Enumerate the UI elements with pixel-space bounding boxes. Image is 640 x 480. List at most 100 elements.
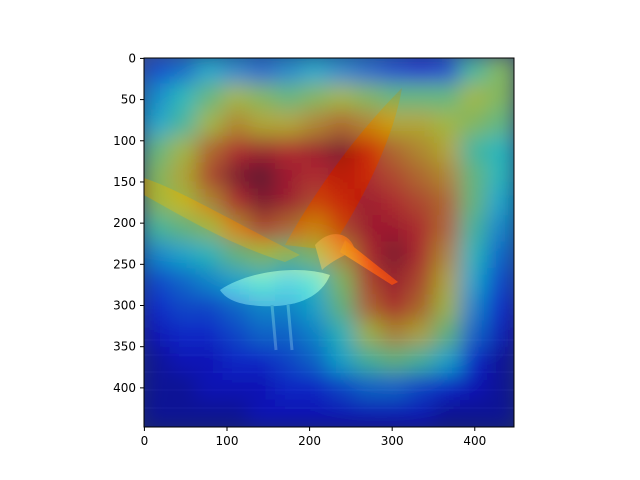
heatmap-cell	[380, 83, 410, 112]
heatmap-cell	[328, 188, 357, 218]
heatmap-cell	[460, 399, 489, 427]
heatmap-cell	[144, 83, 172, 112]
heatmap-cell	[433, 399, 463, 427]
heatmap-cell	[275, 136, 304, 165]
heatmap-cell	[169, 346, 198, 376]
heatmap-cell	[328, 399, 357, 427]
heatmap-cell	[328, 320, 357, 349]
heatmap-cell	[144, 346, 172, 376]
heatmap-cell	[195, 215, 225, 244]
heatmap-cell	[144, 294, 172, 323]
heatmap-cell	[460, 83, 489, 112]
y-tick-label: 300	[113, 299, 136, 313]
heatmap-cell	[407, 294, 436, 323]
y-axis: 0 50 100 150 200 250 300 350 400	[113, 51, 144, 395]
heatmap-cell	[144, 399, 172, 427]
heatmap-cell	[248, 267, 278, 297]
heatmap-cell	[407, 267, 436, 297]
heatmap-cell	[486, 83, 514, 112]
heatmap-cell	[354, 294, 383, 323]
heatmap-cell	[407, 373, 436, 402]
heatmap-cell	[275, 109, 304, 139]
heatmap-cell	[380, 215, 410, 244]
heatmap-cell	[195, 346, 225, 376]
heatmap-cell	[169, 162, 198, 191]
x-tick-label: 300	[381, 434, 404, 448]
heatmap-cell	[328, 294, 357, 323]
heatmap-cell	[275, 294, 304, 323]
heatmap-cell	[169, 241, 198, 270]
heatmap-cell	[169, 188, 198, 218]
heatmap-cell	[328, 215, 357, 244]
heatmap-cell	[195, 58, 225, 86]
heatmap-cell	[248, 136, 278, 165]
heatmap-cell	[486, 58, 514, 86]
heatmap-cell	[328, 241, 357, 270]
heatmap-cell	[354, 83, 383, 112]
heatmap-cell	[486, 294, 514, 323]
heatmap-cell	[486, 267, 514, 297]
heatmap-cell	[248, 320, 278, 349]
heatmap-cell	[275, 188, 304, 218]
heatmap-cell	[460, 241, 489, 270]
heatmap-cell	[144, 373, 172, 402]
heatmap-cell	[301, 109, 330, 139]
heatmap-cell	[222, 215, 251, 244]
heatmap-cell	[195, 399, 225, 427]
heatmap-cell	[248, 215, 278, 244]
heatmap-cell	[380, 162, 410, 191]
heatmap-cell	[486, 188, 514, 218]
heatmap-cell	[380, 58, 410, 86]
heatmap-cell	[407, 320, 436, 349]
heatmap-cell	[301, 188, 330, 218]
heatmap-cell	[486, 162, 514, 191]
heatmap-cell	[460, 320, 489, 349]
y-tick-label: 400	[113, 381, 136, 395]
heatmap-cell	[433, 58, 463, 86]
heatmap-cell	[486, 373, 514, 402]
x-tick-label: 100	[216, 434, 239, 448]
heatmap-cell	[486, 136, 514, 165]
y-tick-label: 200	[113, 216, 136, 230]
heatmap-cell	[328, 346, 357, 376]
heatmap-cell	[222, 320, 251, 349]
heatmap-cell	[460, 58, 489, 86]
heatmap-cell	[460, 162, 489, 191]
heatmap-cell	[169, 109, 198, 139]
heatmap-cell	[144, 188, 172, 218]
heatmap-cell	[380, 294, 410, 323]
heatmap-cell	[195, 241, 225, 270]
heatmap-cell	[354, 399, 383, 427]
heatmap-cell	[275, 399, 304, 427]
heatmap-cell	[328, 267, 357, 297]
heatmap-cell	[275, 241, 304, 270]
y-tick-label: 150	[113, 175, 136, 189]
heatmap-cell	[407, 109, 436, 139]
heatmap-cell	[380, 346, 410, 376]
heatmap-cell	[275, 320, 304, 349]
heatmap-cell	[169, 58, 198, 86]
heatmap-cell	[144, 58, 172, 86]
heatmap-cell	[407, 162, 436, 191]
heatmap-cell	[222, 188, 251, 218]
heatmap-cell	[460, 346, 489, 376]
heatmap-cell	[433, 215, 463, 244]
heatmap-cell	[380, 136, 410, 165]
heatmap-cell	[328, 373, 357, 402]
heatmap-cell	[433, 83, 463, 112]
heatmap-cell	[328, 83, 357, 112]
heatmap-cell	[407, 188, 436, 218]
heatmap-cell	[195, 188, 225, 218]
x-tick-label: 400	[463, 434, 486, 448]
heatmap-cell	[380, 241, 410, 270]
heatmap-cell	[460, 294, 489, 323]
heatmap-cell	[248, 162, 278, 191]
heatmap-cell	[169, 373, 198, 402]
heatmap-cell	[354, 188, 383, 218]
plot-area	[144, 58, 514, 427]
heatmap-cell	[328, 58, 357, 86]
heatmap-cell	[460, 215, 489, 244]
heatmap-cell	[169, 136, 198, 165]
heatmap-cell	[354, 162, 383, 191]
heatmap-cell	[275, 58, 304, 86]
